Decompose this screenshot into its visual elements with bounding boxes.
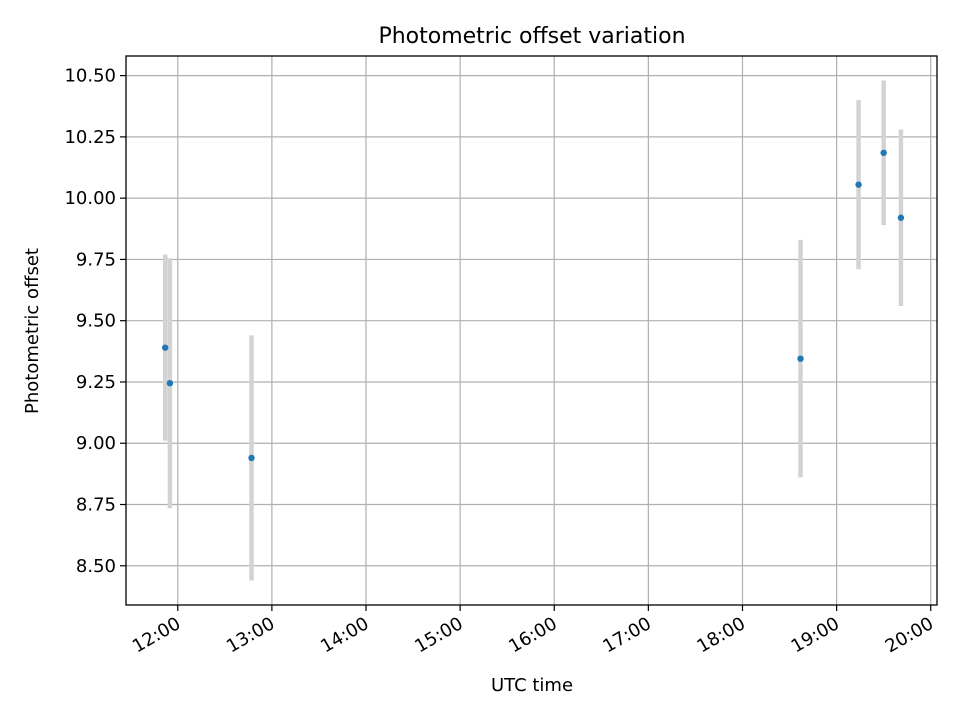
- y-tick-label: 10.00: [64, 188, 116, 209]
- y-tick-label: 9.25: [76, 372, 116, 393]
- data-point: [248, 454, 255, 462]
- x-axis-label: UTC time: [491, 675, 573, 696]
- y-tick-label: 8.50: [76, 556, 116, 577]
- y-tick-label: 9.00: [76, 433, 116, 454]
- y-tick-label: 8.75: [76, 495, 116, 516]
- data-point: [897, 214, 905, 221]
- plot-frame: [125, 55, 938, 606]
- data-point: [855, 181, 862, 188]
- y-tick-label: 10.50: [64, 66, 116, 87]
- y-axis-ticks: 8.50 8.75 9.00 9.25 9.50 9.75 10.00 10.25 10.50: [64, 66, 126, 577]
- y-axis-label: Photometric offset: [22, 248, 43, 414]
- y-tick-label: 9.50: [76, 311, 116, 332]
- y-tick-label: 9.75: [76, 249, 116, 270]
- data-point: [797, 355, 804, 362]
- data-point: [166, 379, 174, 387]
- y-tick-label: 10.25: [64, 127, 116, 148]
- data-points: [162, 149, 905, 462]
- chart-title: Photometric offset variation: [378, 24, 685, 49]
- data-point: [880, 149, 887, 157]
- data-point: [162, 344, 169, 351]
